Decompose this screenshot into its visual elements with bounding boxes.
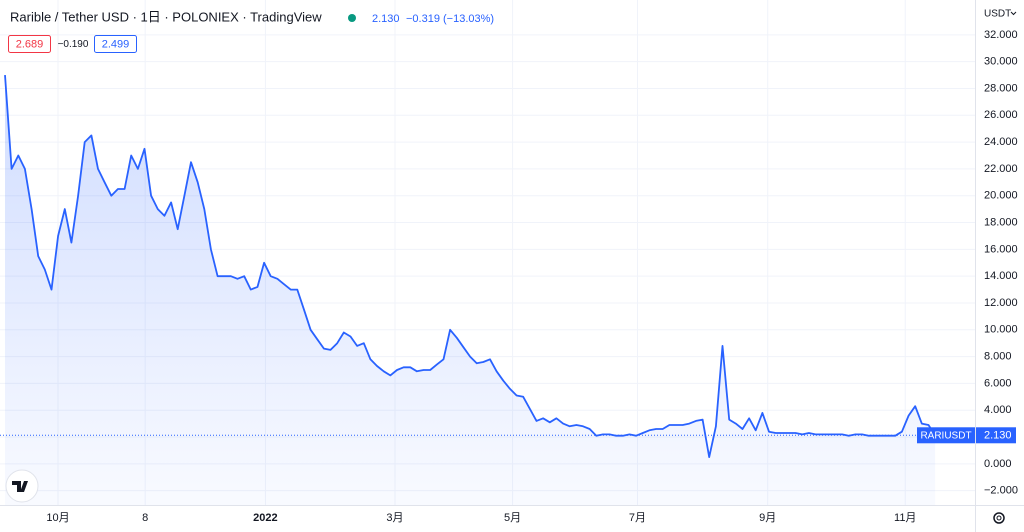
x-tick-label: 11月 (894, 512, 916, 524)
y-tick-label: 0.000 (984, 458, 1012, 470)
y-tick-label: 26.000 (984, 109, 1018, 121)
y-tick-label: 4.000 (984, 404, 1012, 416)
spread: −0.190 (58, 39, 89, 50)
price-line (4, 75, 936, 458)
area-fill (4, 75, 936, 505)
y-tick-label: 30.000 (984, 56, 1018, 68)
y-tick-label: 12.000 (984, 297, 1018, 309)
x-tick-label: 9月 (759, 512, 776, 524)
legend: Rarible / Tether USD · 1日 · POLONIEX · T… (8, 9, 494, 53)
tv-logo (5, 469, 39, 503)
symbol-tag-label: RARIUSDT (920, 430, 971, 441)
x-tick-label: 3月 (386, 512, 403, 524)
bid: 2.689 (16, 38, 44, 50)
y-tick-label: 20.000 (984, 190, 1018, 202)
y-tick-label: 8.000 (984, 351, 1012, 363)
price-tag-label: 2.130 (984, 430, 1012, 442)
y-tick-label: 6.000 (984, 377, 1012, 389)
currency-caret[interactable] (1010, 11, 1017, 16)
symbol-tag (917, 427, 975, 444)
symbol-title: Rarible / Tether USD · 1日 · POLONIEX · T… (10, 9, 322, 24)
y-tick-label: 28.000 (984, 82, 1018, 94)
y-tick-label: 18.000 (984, 216, 1018, 228)
y-tick-label: 16.000 (984, 243, 1018, 255)
y-tick-label: 10.000 (984, 324, 1018, 336)
last-price: 2.130 (372, 13, 400, 25)
x-tick-label: 5月 (504, 512, 521, 524)
status-dot (348, 14, 356, 22)
price-change: −0.319 (−13.03%) (406, 13, 494, 25)
ask: 2.499 (102, 38, 130, 50)
price-tag (976, 427, 1016, 444)
y-tick-label: 14.000 (984, 270, 1018, 282)
ask-box (94, 35, 137, 53)
y-tick-label: 24.000 (984, 136, 1018, 148)
y-tick-label: 32.000 (984, 29, 1018, 41)
x-tick-label: 7月 (629, 512, 646, 524)
x-tick-label: 8 (142, 512, 148, 524)
x-tick-label: 2022 (253, 512, 277, 524)
currency-selector[interactable]: USDT (984, 9, 1011, 20)
y-tick-label: −2.000 (984, 485, 1018, 497)
bid-box (8, 35, 51, 53)
y-tick-label: 22.000 (984, 163, 1018, 175)
settings-icon[interactable] (993, 512, 1005, 524)
x-tick-label: 10月 (46, 512, 69, 524)
